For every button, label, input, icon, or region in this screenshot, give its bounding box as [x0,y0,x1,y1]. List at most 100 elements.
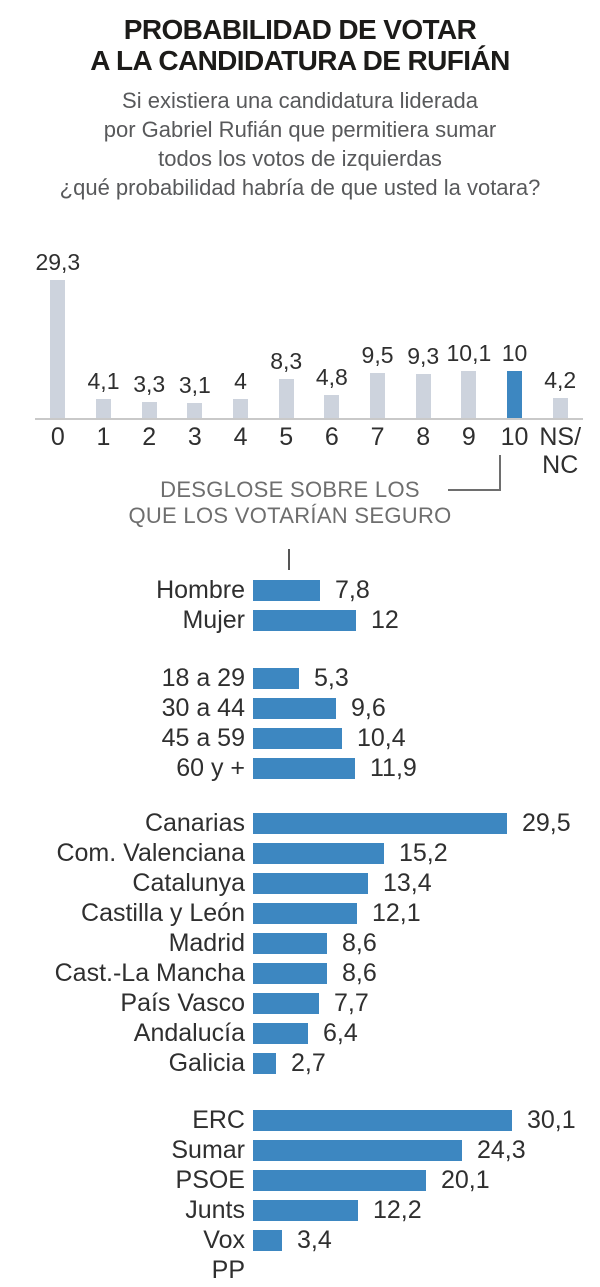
breakdown-category-label: Catalunya [132,868,245,897]
breakdown-row: PP [0,1255,600,1285]
breakdown-category-label: Sumar [171,1135,245,1164]
bar-value-label: 10,4 [357,723,406,752]
bar-column-8: 9,3 [400,343,446,418]
survey-question: Si existiera una candidatura liderada po… [0,86,600,202]
bar-value-label: 3,4 [297,1225,332,1254]
breakdown-row: 60 y + 11,9 [0,753,600,783]
axis-category-label: 6 [324,423,339,451]
bar-value-label: 4,8 [315,364,348,390]
bar [253,1052,276,1074]
bar-value-label: 11,9 [370,753,417,782]
bar-value-label: 4,2 [544,367,577,393]
bar-value-label: 12,2 [373,1195,422,1224]
breakdown-row: 18 a 29 5,3 [0,663,600,693]
bar-value-label: 20,1 [441,1165,490,1194]
bar [253,1229,282,1251]
breakdown-category-label: Castilla y León [81,898,245,927]
breakdown-row: PSOE 20,1 [0,1165,600,1195]
bar [253,757,355,779]
bar [253,1139,462,1161]
axis-category-label: NS/ NC [539,423,582,479]
bar [324,395,340,418]
breakdown-category-label: Hombre [156,575,245,604]
bar-value-label: 30,1 [527,1105,576,1134]
breakdown-age-chart: 18 a 29 5,3 30 a 44 9,6 45 a 59 10,4 60 y + 11,… [0,663,600,783]
bar [253,697,336,719]
bar [415,374,431,418]
bar-column-10: 10 [492,340,538,418]
bar-column-nsnc: 4,2 [537,367,583,418]
connector-line-vertical [499,455,501,491]
breakdown-row: 30 a 44 9,6 [0,693,600,723]
bar [370,373,386,418]
axis-category-label: 8 [416,423,431,451]
bar-value-label: 8,6 [342,958,377,987]
axis-category-label: 7 [370,423,385,451]
bar-value-label: 6,4 [323,1018,358,1047]
bar [253,1109,512,1131]
title-line-1: PROBABILIDAD DE VOTAR [123,14,477,45]
breakdown-row: Mujer 12 [0,605,600,635]
subtitle-line-3: todos los votos de izquierdas [158,146,442,171]
bar [253,992,319,1014]
bar-value-label: 8,6 [342,928,377,957]
axis-category-label: 5 [279,423,294,451]
bar [253,579,320,601]
breakdown-category-label: Mujer [182,605,245,634]
bar [253,902,357,924]
bar-value-label: 13,4 [383,868,432,897]
bar [96,399,111,418]
bar [278,379,294,418]
probability-bar-chart: 29,3 4,1 3,3 3,1 4 8,3 4,8 9,5 9,3 10,1 10 4,2 [35,248,583,420]
axis-category-label: 1 [96,423,111,451]
bar-value-label: 4 [234,368,247,394]
bar-column-7: 9,5 [355,342,401,418]
breakdown-category-label: 30 a 44 [161,693,245,722]
bar-value-label: 2,7 [291,1048,326,1077]
bar [141,402,157,418]
bar [187,403,203,418]
breakdown-row: Com. Valenciana 15,2 [0,838,600,868]
bar-column-4: 4 [218,368,264,418]
bar-value-label: 12,1 [372,898,421,927]
bar-value-label: 3,3 [133,371,166,397]
axis-category-label: 2 [142,423,157,451]
breakdown-category-label: Canarias [144,808,245,837]
bar-value-label: 7,8 [335,575,370,604]
breakdown-row: Junts 12,2 [0,1195,600,1225]
bar [253,727,342,749]
breakdown-region-chart: Canarias 29,5 Com. Valenciana 15,2 Catalunya… [0,808,600,1078]
breakdown-row: Madrid 8,6 [0,928,600,958]
axis-category-label: 0 [50,423,65,451]
bar-value-label: 4,1 [87,368,120,394]
subtitle-line-4: ¿qué probabilidad habría de que usted la… [59,175,541,200]
breakdown-category-label: Vox [203,1225,245,1254]
axis-category-label: 4 [233,423,248,451]
bar [253,842,384,864]
bar-column-1: 4,1 [81,368,127,418]
breakdown-row: Andalucía 6,4 [0,1018,600,1048]
breakdown-category-label: PSOE [175,1165,245,1194]
breakdown-category-label: 60 y + [176,753,245,782]
bar-value-label: 9,6 [351,693,386,722]
bar-value-label: 29,5 [522,808,571,837]
bar [50,280,66,418]
bar-value-label: 10,1 [446,340,492,366]
breakdown-row: Catalunya 13,4 [0,868,600,898]
breakdown-note-line-1: DESGLOSE SOBRE LOS [160,477,420,502]
breakdown-row: Cast.-La Mancha 8,6 [0,958,600,988]
bar [253,609,356,631]
breakdown-category-label: Com. Valenciana [56,838,245,867]
bar [507,371,523,418]
bar [552,398,568,418]
bar-value-label: 12 [371,605,399,634]
breakdown-category-label: 45 a 59 [161,723,245,752]
bar [253,667,299,689]
breakdown-row: Canarias 29,5 [0,808,600,838]
page-title: PROBABILIDAD DE VOTAR A LA CANDIDATURA D… [0,14,600,76]
breakdown-category-label: Madrid [168,928,245,957]
bar [253,1199,358,1221]
breakdown-row: ERC 30,1 [0,1105,600,1135]
note-tick-line [288,549,290,570]
title-line-2: A LA CANDIDATURA DE RUFIÁN [90,45,510,76]
